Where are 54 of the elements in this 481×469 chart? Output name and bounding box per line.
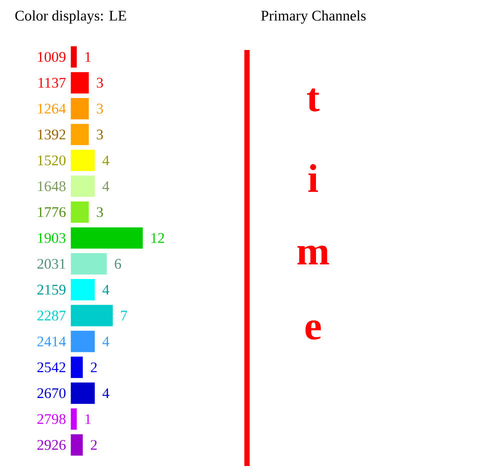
bar (70, 408, 77, 430)
data-label: 1 (85, 52, 91, 62)
bar (70, 46, 77, 68)
y-tick-label: 2542 (37, 362, 66, 372)
text: e (305, 320, 321, 340)
y-tick-label: 1520 (38, 155, 66, 166)
y-tick-label: 1903 (38, 233, 66, 243)
bar (70, 434, 83, 456)
y-tick-label: 2031 (37, 258, 66, 269)
data-label: 2 (90, 362, 97, 372)
text: t (306, 88, 320, 112)
y-tick-label: 2926 (37, 440, 66, 450)
bar (70, 304, 113, 326)
y-tick-label: 1648 (38, 181, 66, 192)
y-tick-label: 1264 (38, 104, 66, 114)
data-label: 3 (96, 130, 103, 140)
data-label: 3 (96, 104, 103, 114)
data-label: 4 (102, 336, 110, 346)
data-label: 12 (151, 233, 164, 243)
data-label: 3 (96, 207, 103, 218)
y-tick-label: 2159 (37, 284, 66, 295)
data-label: 3 (96, 78, 103, 88)
y-tick-label: 1392 (38, 130, 66, 140)
bar (70, 382, 95, 404)
y-tick-label: 2287 (37, 310, 66, 321)
bar (70, 279, 95, 300)
data-label: 4 (102, 284, 110, 295)
y-tick-label: 2798 (37, 414, 66, 424)
text: Primary Channels (261, 10, 366, 24)
bar (70, 72, 89, 94)
y-tick-label: 1776 (38, 207, 66, 218)
data-label: 1 (85, 414, 91, 424)
text: m (297, 246, 329, 264)
bar (70, 227, 143, 249)
data-label: 7 (121, 310, 128, 320)
y-tick-label: 2414 (37, 336, 66, 346)
data-label: 6 (114, 258, 122, 269)
bar (70, 356, 83, 378)
chart-title: Color displays: LE (15, 10, 126, 24)
data-label: 4 (102, 156, 110, 166)
data-label: 2 (90, 440, 97, 450)
bar (70, 330, 95, 352)
data-label: 4 (102, 388, 110, 398)
bar (70, 176, 95, 197)
bar (70, 253, 107, 275)
bar (70, 124, 89, 146)
bar (70, 98, 89, 120)
y-tick-label: 1009 (38, 52, 66, 62)
data-label: 4 (102, 181, 110, 192)
bar (70, 150, 95, 172)
y-tick-label: 2670 (37, 388, 66, 398)
y-tick-label: 1137 (38, 78, 66, 88)
text: i (308, 164, 318, 192)
bar (70, 201, 89, 223)
